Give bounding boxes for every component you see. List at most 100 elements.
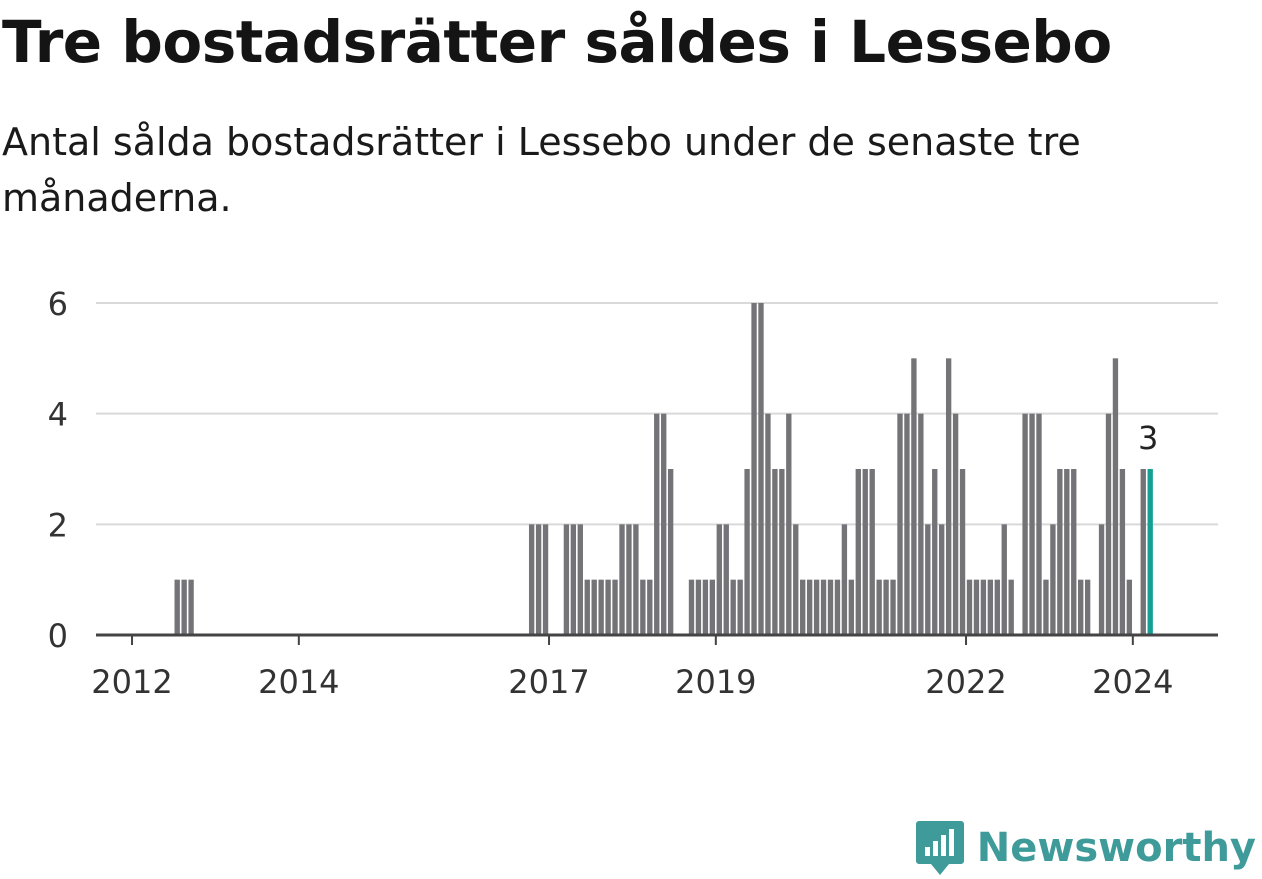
bar [744,469,750,635]
newsworthy-brand-name: Newsworthy [976,825,1256,871]
bar [709,579,716,635]
bar [737,579,743,635]
x-tick-label: 2012 [91,663,172,701]
bar [695,579,702,635]
bar [925,524,931,635]
bar [834,579,841,635]
bar [932,469,938,635]
bar [890,579,896,635]
bar [973,579,980,635]
bar [862,469,868,635]
bar [181,579,187,635]
bar [1022,413,1028,635]
bar [730,579,736,635]
bar [723,524,729,635]
chart-subtitle: Antal sålda bostadsrätter i Lessebo unde… [2,120,1081,220]
bar [605,579,611,635]
chart-title: Tre bostadsrätter såldes i Lessebo [2,8,1112,76]
bar [800,579,806,635]
bar [626,524,632,635]
y-tick-label: 6 [48,285,68,323]
bar [994,579,1000,635]
x-tick-label: 2017 [508,663,589,701]
bar [966,579,973,635]
bar [1071,469,1077,635]
bar [1043,579,1049,635]
bar [820,579,827,635]
y-tick-label: 0 [48,617,68,655]
bar [1105,413,1112,635]
bar [904,413,910,635]
bar [1119,469,1126,635]
bar [535,524,542,635]
bar [577,524,583,635]
bar [1050,524,1056,635]
bar [1098,524,1105,635]
bar [751,303,757,635]
bar [980,579,987,635]
bar [591,579,597,635]
bar [959,469,966,635]
bar [612,579,618,635]
bar [1084,579,1091,635]
bar [765,413,771,635]
bar [772,469,778,635]
bar [883,579,889,635]
bar [945,358,952,635]
bar [1078,579,1084,635]
y-tick-label: 4 [48,396,68,434]
bar [174,579,180,635]
bar [939,524,945,635]
newsworthy-logo-icon [915,821,964,875]
bar [570,524,577,635]
bar [876,579,882,635]
bar [1126,579,1133,635]
bar [1008,579,1014,635]
x-tick-label: 2014 [258,663,339,701]
bar [563,524,570,635]
bar [855,469,861,635]
bar [827,579,834,635]
bar [584,579,590,635]
bar [598,579,604,635]
bar [987,579,994,635]
bar [1036,413,1042,635]
bar [640,579,646,635]
bar-value-label: 3 [1138,419,1158,457]
bar [813,579,820,635]
x-tick-label: 2022 [925,663,1006,701]
bar-highlight [1147,469,1153,635]
bar [619,524,625,635]
bar [716,524,722,635]
bar [528,524,535,635]
bar [654,413,660,635]
bar [952,413,959,635]
bar [188,579,194,635]
bar [702,579,709,635]
y-tick-label: 2 [48,506,68,544]
bar [793,524,799,635]
bar [897,413,903,635]
bar [1057,469,1063,635]
bar [1140,469,1146,635]
bar [667,469,674,635]
bar [647,579,653,635]
bar [841,524,848,635]
x-tick-label: 2024 [1092,663,1173,701]
bar [758,303,764,635]
x-tick-label: 2019 [675,663,756,701]
bar [1064,469,1070,635]
bar [1001,524,1007,635]
bar [542,524,549,635]
bar [779,469,785,635]
newsworthy-logo: Newsworthy [915,819,1256,877]
bar [688,579,695,635]
bar [661,413,667,635]
bar [633,524,639,635]
bar [1029,413,1035,635]
bar [786,413,792,635]
bar [911,358,917,635]
bar [869,469,875,635]
bar [918,413,924,635]
